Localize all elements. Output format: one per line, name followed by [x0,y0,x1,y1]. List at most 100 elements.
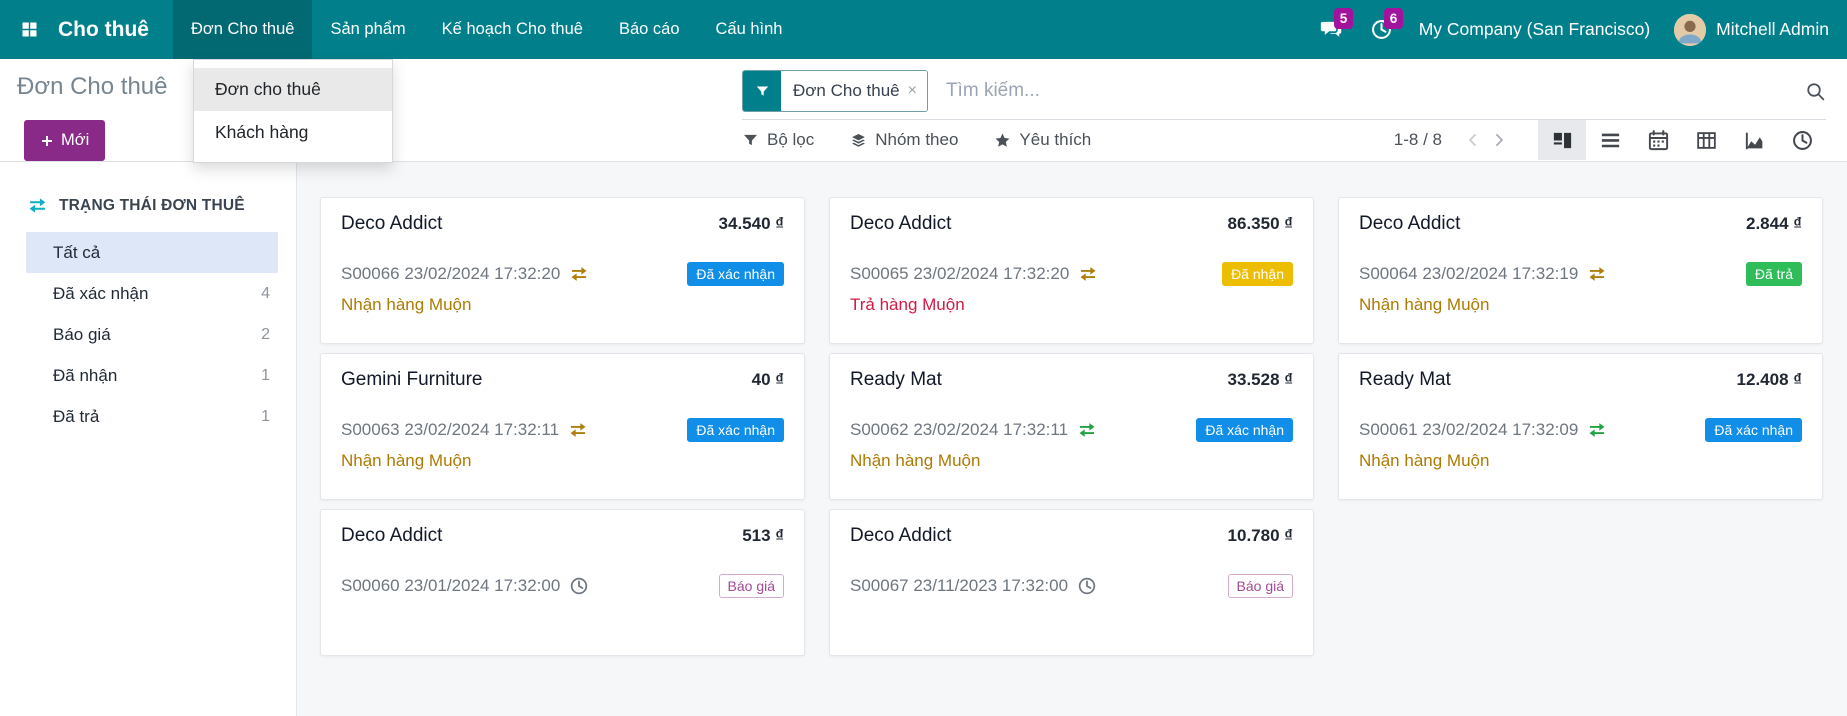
breadcrumb[interactable]: Đơn Cho thuê [17,73,168,100]
order-reference: S00063 23/02/2024 17:32:11 [341,420,560,439]
sidebar-filter-item[interactable]: Báo giá 2 [26,314,278,355]
kanban-card[interactable]: Ready Mat 33.528 ₫ S00062 23/02/2024 17:… [829,353,1314,500]
order-amount: 12.408 ₫ [1736,370,1802,389]
sidebar-items: Tất cả Đã xác nhận 4 Báo giá 2 Đã nhận 1… [0,232,296,437]
search-facet: Đơn Cho thuê × [742,70,928,112]
pager: 1-8 / 8 [1394,127,1512,153]
topbar-menu-item[interactable]: Kế hoạch Cho thuê [441,20,583,38]
late-status-text: Nhận hàng Muộn [341,451,472,470]
topbar-menu-item[interactable]: Cấu hình [715,20,783,38]
late-status-text: Nhận hàng Muộn [1359,451,1490,470]
sidebar-filter-item[interactable]: Đã xác nhận 4 [26,273,278,314]
customer-name: Deco Addict [341,525,443,546]
activities-button[interactable]: 6 [1369,7,1404,43]
swap-arrows-icon [27,195,48,216]
order-reference: S00067 23/11/2023 17:32:00 [850,576,1069,595]
view-switcher [1538,120,1826,160]
order-reference: S00060 23/01/2024 17:32:00 [341,576,561,595]
order-amount: 40 ₫ [751,370,784,389]
kanban-card[interactable]: Gemini Furniture 40 ₫ S00063 23/02/2024 … [320,353,805,500]
search-options-row: Bộ lọc Nhóm theo Yêu thích 1-8 / 8 [742,119,1826,161]
kanban-card[interactable]: Deco Addict 34.540 ₫ S00066 23/02/2024 1… [320,197,805,344]
customer-name: Deco Addict [341,213,443,234]
company-switcher[interactable]: My Company (San Francisco) [1418,19,1651,39]
view-graph-button[interactable] [1730,120,1778,160]
navbar-right: 5 6 My Company (San Francisco) Mitchell … [1319,0,1847,59]
favorites-label: Yêu thích [1019,130,1092,149]
swap-arrows-icon [568,420,588,440]
view-activity-button[interactable] [1778,120,1826,160]
group-by-button[interactable]: Nhóm theo [850,130,958,150]
user-avatar [1674,13,1707,46]
late-status-text: Nhận hàng Muộn [341,295,472,314]
activity-clock-icon [1791,129,1814,152]
sidebar-filter-item[interactable]: Đã nhận 1 [26,355,278,396]
messages-button[interactable]: 5 [1319,7,1354,43]
layers-icon [850,132,867,149]
search-input[interactable] [943,79,1805,103]
new-button[interactable]: Mới [24,120,106,161]
topbar-menu-item[interactable]: Đơn Cho thuê [172,0,313,59]
pager-previous-icon[interactable] [1460,127,1486,153]
favorites-button[interactable]: Yêu thích [994,130,1091,150]
funnel-icon [742,132,759,149]
order-amount: 2.844 ₫ [1746,214,1802,233]
pager-next-icon[interactable] [1486,127,1512,153]
sidebar-filter-item[interactable]: Đã trả 1 [26,396,278,437]
view-list-button[interactable] [1586,120,1634,160]
swap-arrows-icon [1587,420,1607,440]
kanban-card[interactable]: Deco Addict 513 ₫ S00060 23/01/2024 17:3… [320,509,805,656]
card-meta: S00060 23/01/2024 17:32:00 Báo giá [341,574,784,598]
kanban-card[interactable]: Deco Addict 10.780 ₫ S00067 23/11/2023 1… [829,509,1314,656]
view-kanban-button[interactable] [1538,120,1586,160]
card-meta: S00063 23/02/2024 17:32:11 Đã xác nhận [341,418,784,442]
plus-icon [40,134,54,148]
customer-name: Ready Mat [1359,369,1451,390]
kanban-card[interactable]: Ready Mat 12.408 ₫ S00061 23/02/2024 17:… [1338,353,1823,500]
user-menu[interactable]: Mitchell Admin [1674,13,1829,46]
filter-label: Đã trả [53,406,100,426]
filters-button[interactable]: Bộ lọc [742,130,814,150]
filter-label: Báo giá [53,324,111,344]
late-status-text: Nhận hàng Muộn [850,451,981,470]
view-calendar-button[interactable] [1634,120,1682,160]
swap-arrows-icon [1078,264,1098,284]
status-badge: Đã xác nhận [687,418,784,442]
card-header: Gemini Furniture 40 ₫ [341,369,784,391]
card-header: Deco Addict 10.780 ₫ [850,525,1293,547]
kanban-card[interactable]: Deco Addict 2.844 ₫ S00064 23/02/2024 17… [1338,197,1823,344]
calendar-icon [1647,129,1670,152]
apps-grid-icon[interactable] [0,0,58,59]
customer-name: Deco Addict [1359,213,1461,234]
topbar-menu-item[interactable]: Báo cáo [618,20,680,38]
filter-label: Tất cả [53,242,101,262]
clock-icon [569,576,589,596]
clock-icon [1077,576,1097,596]
status-badge: Đã xác nhận [687,262,784,286]
status-badge: Báo giá [1227,574,1293,598]
filter-label: Đã nhận [53,365,118,385]
group-by-label: Nhóm theo [875,130,959,149]
dropdown-menu-item[interactable]: Khách hàng [215,122,309,142]
card-header: Ready Mat 33.528 ₫ [850,369,1293,391]
order-reference: S00066 23/02/2024 17:32:20 [341,264,561,283]
new-button-label: Mới [61,131,90,149]
star-icon [994,132,1011,149]
app-name[interactable]: Cho thuê [58,17,149,41]
swap-arrows-icon [569,264,589,284]
filter-count: 1 [261,407,270,425]
topbar-menu-item[interactable]: Sản phẩm [330,20,406,38]
facet-remove-icon[interactable]: × [905,71,927,111]
view-pivot-button[interactable] [1682,120,1730,160]
card-header: Deco Addict 513 ₫ [341,525,784,547]
kanban-card[interactable]: Deco Addict 86.350 ₫ S00065 23/02/2024 1… [829,197,1314,344]
search-icon[interactable] [1805,81,1826,102]
card-meta: S00064 23/02/2024 17:32:19 Đã trả [1359,262,1802,286]
sidebar-filter-item[interactable]: Tất cả [26,232,278,273]
graph-icon [1743,129,1766,152]
navbar-left: Cho thuê Đơn Cho thuê Sản phẩm Kế hoạch Ch… [0,0,800,59]
filter-count: 1 [261,366,270,384]
order-amount: 33.528 ₫ [1227,370,1293,389]
dropdown-menu-item[interactable]: Đơn cho thuê [194,68,392,111]
